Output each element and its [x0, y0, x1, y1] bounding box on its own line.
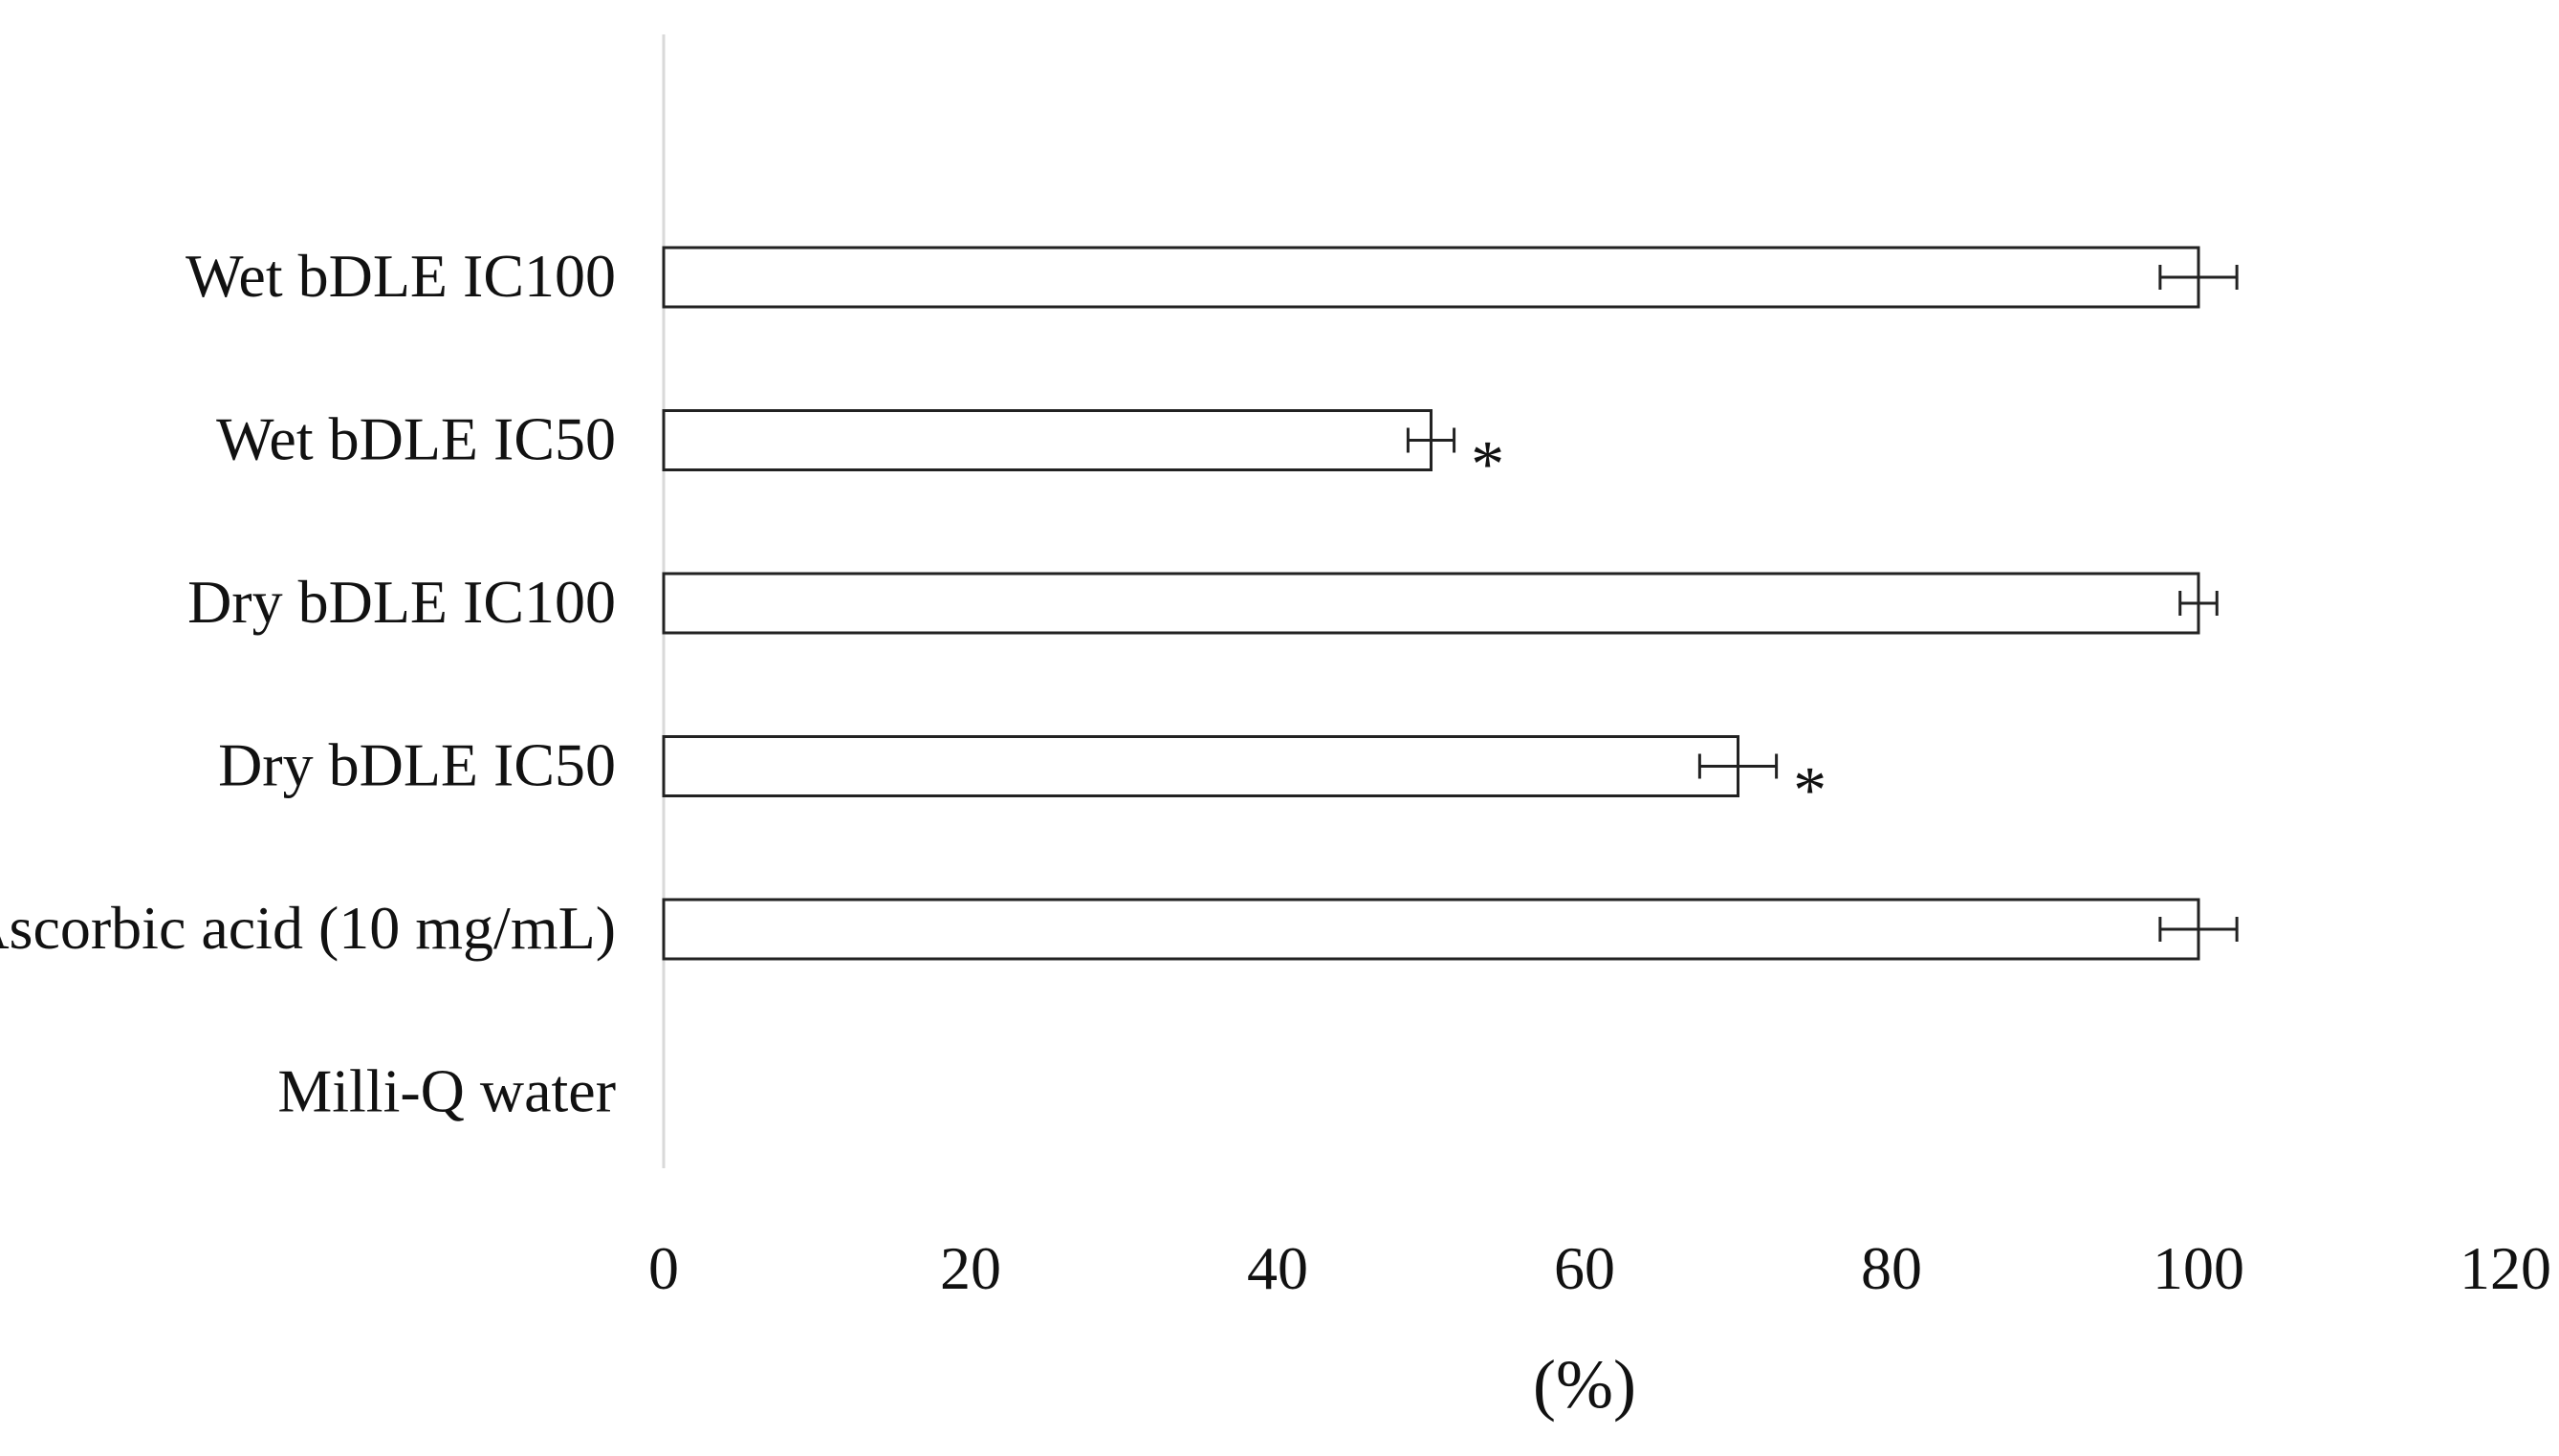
category-label: Wet bDLE IC100	[186, 242, 616, 310]
bars-layer: **	[662, 246, 2239, 961]
error-bar	[2158, 917, 2239, 942]
x-tick-label: 0	[648, 1234, 679, 1302]
x-tick-labels: 0 20 40 60 80 100 120	[648, 1234, 2551, 1302]
error-bar	[1697, 753, 1779, 779]
category-label: Milli-Q water	[277, 1057, 616, 1125]
bar	[662, 572, 2200, 635]
error-bar	[2178, 591, 2219, 616]
error-bar	[2158, 265, 2239, 290]
category-labels: Wet bDLE IC100 Wet bDLE IC50 Dry bDLE IC10…	[0, 242, 616, 1125]
category-label: Dry bDLE IC50	[218, 731, 616, 799]
x-tick-label: 100	[2153, 1234, 2244, 1302]
category-label: Wet bDLE IC50	[216, 405, 616, 473]
error-bar	[1406, 427, 1456, 453]
x-axis-title: (%)	[1533, 1346, 1636, 1423]
x-tick-label: 120	[2460, 1234, 2551, 1302]
x-tick-label: 20	[940, 1234, 1001, 1302]
significance-marker: *	[1793, 754, 1826, 828]
bar	[662, 409, 1433, 471]
bar	[662, 246, 2200, 309]
x-tick-label: 40	[1247, 1234, 1308, 1302]
category-label: Ascorbic acid (10 mg/mL)	[0, 894, 616, 962]
bar	[662, 898, 2200, 961]
x-tick-label: 60	[1554, 1234, 1615, 1302]
category-label: Dry bDLE IC100	[187, 568, 616, 636]
significance-marker: *	[1471, 428, 1504, 502]
bar	[662, 735, 1739, 797]
x-tick-label: 80	[1861, 1234, 1922, 1302]
